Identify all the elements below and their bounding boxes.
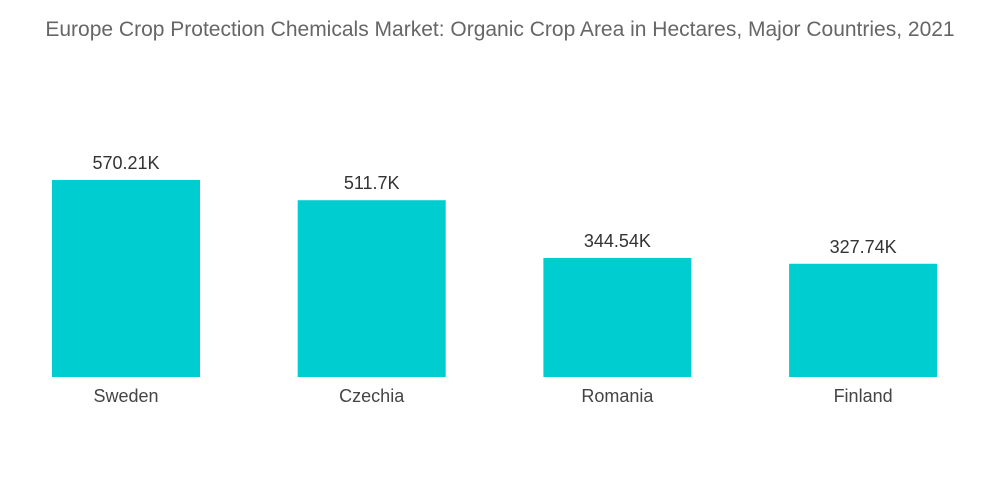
- x-tick-label-czechia: Czechia: [339, 386, 405, 406]
- data-label-finland: 327.74K: [830, 237, 897, 257]
- bar-romania: [543, 257, 692, 377]
- x-tick-label-finland: Finland: [834, 386, 893, 406]
- bar-finland: [789, 263, 938, 377]
- bar-czechia: [297, 200, 446, 377]
- bar-sweden: [52, 180, 200, 377]
- data-label-romania: 344.54K: [584, 231, 651, 251]
- data-label-czechia: 511.7K: [344, 173, 400, 193]
- data-label-sweden: 570.21K: [92, 153, 159, 173]
- x-tick-label-sweden: Sweden: [93, 386, 158, 406]
- chart-title: Europe Crop Protection Chemicals Market:…: [45, 18, 955, 41]
- x-tick-label-romania: Romania: [581, 386, 654, 406]
